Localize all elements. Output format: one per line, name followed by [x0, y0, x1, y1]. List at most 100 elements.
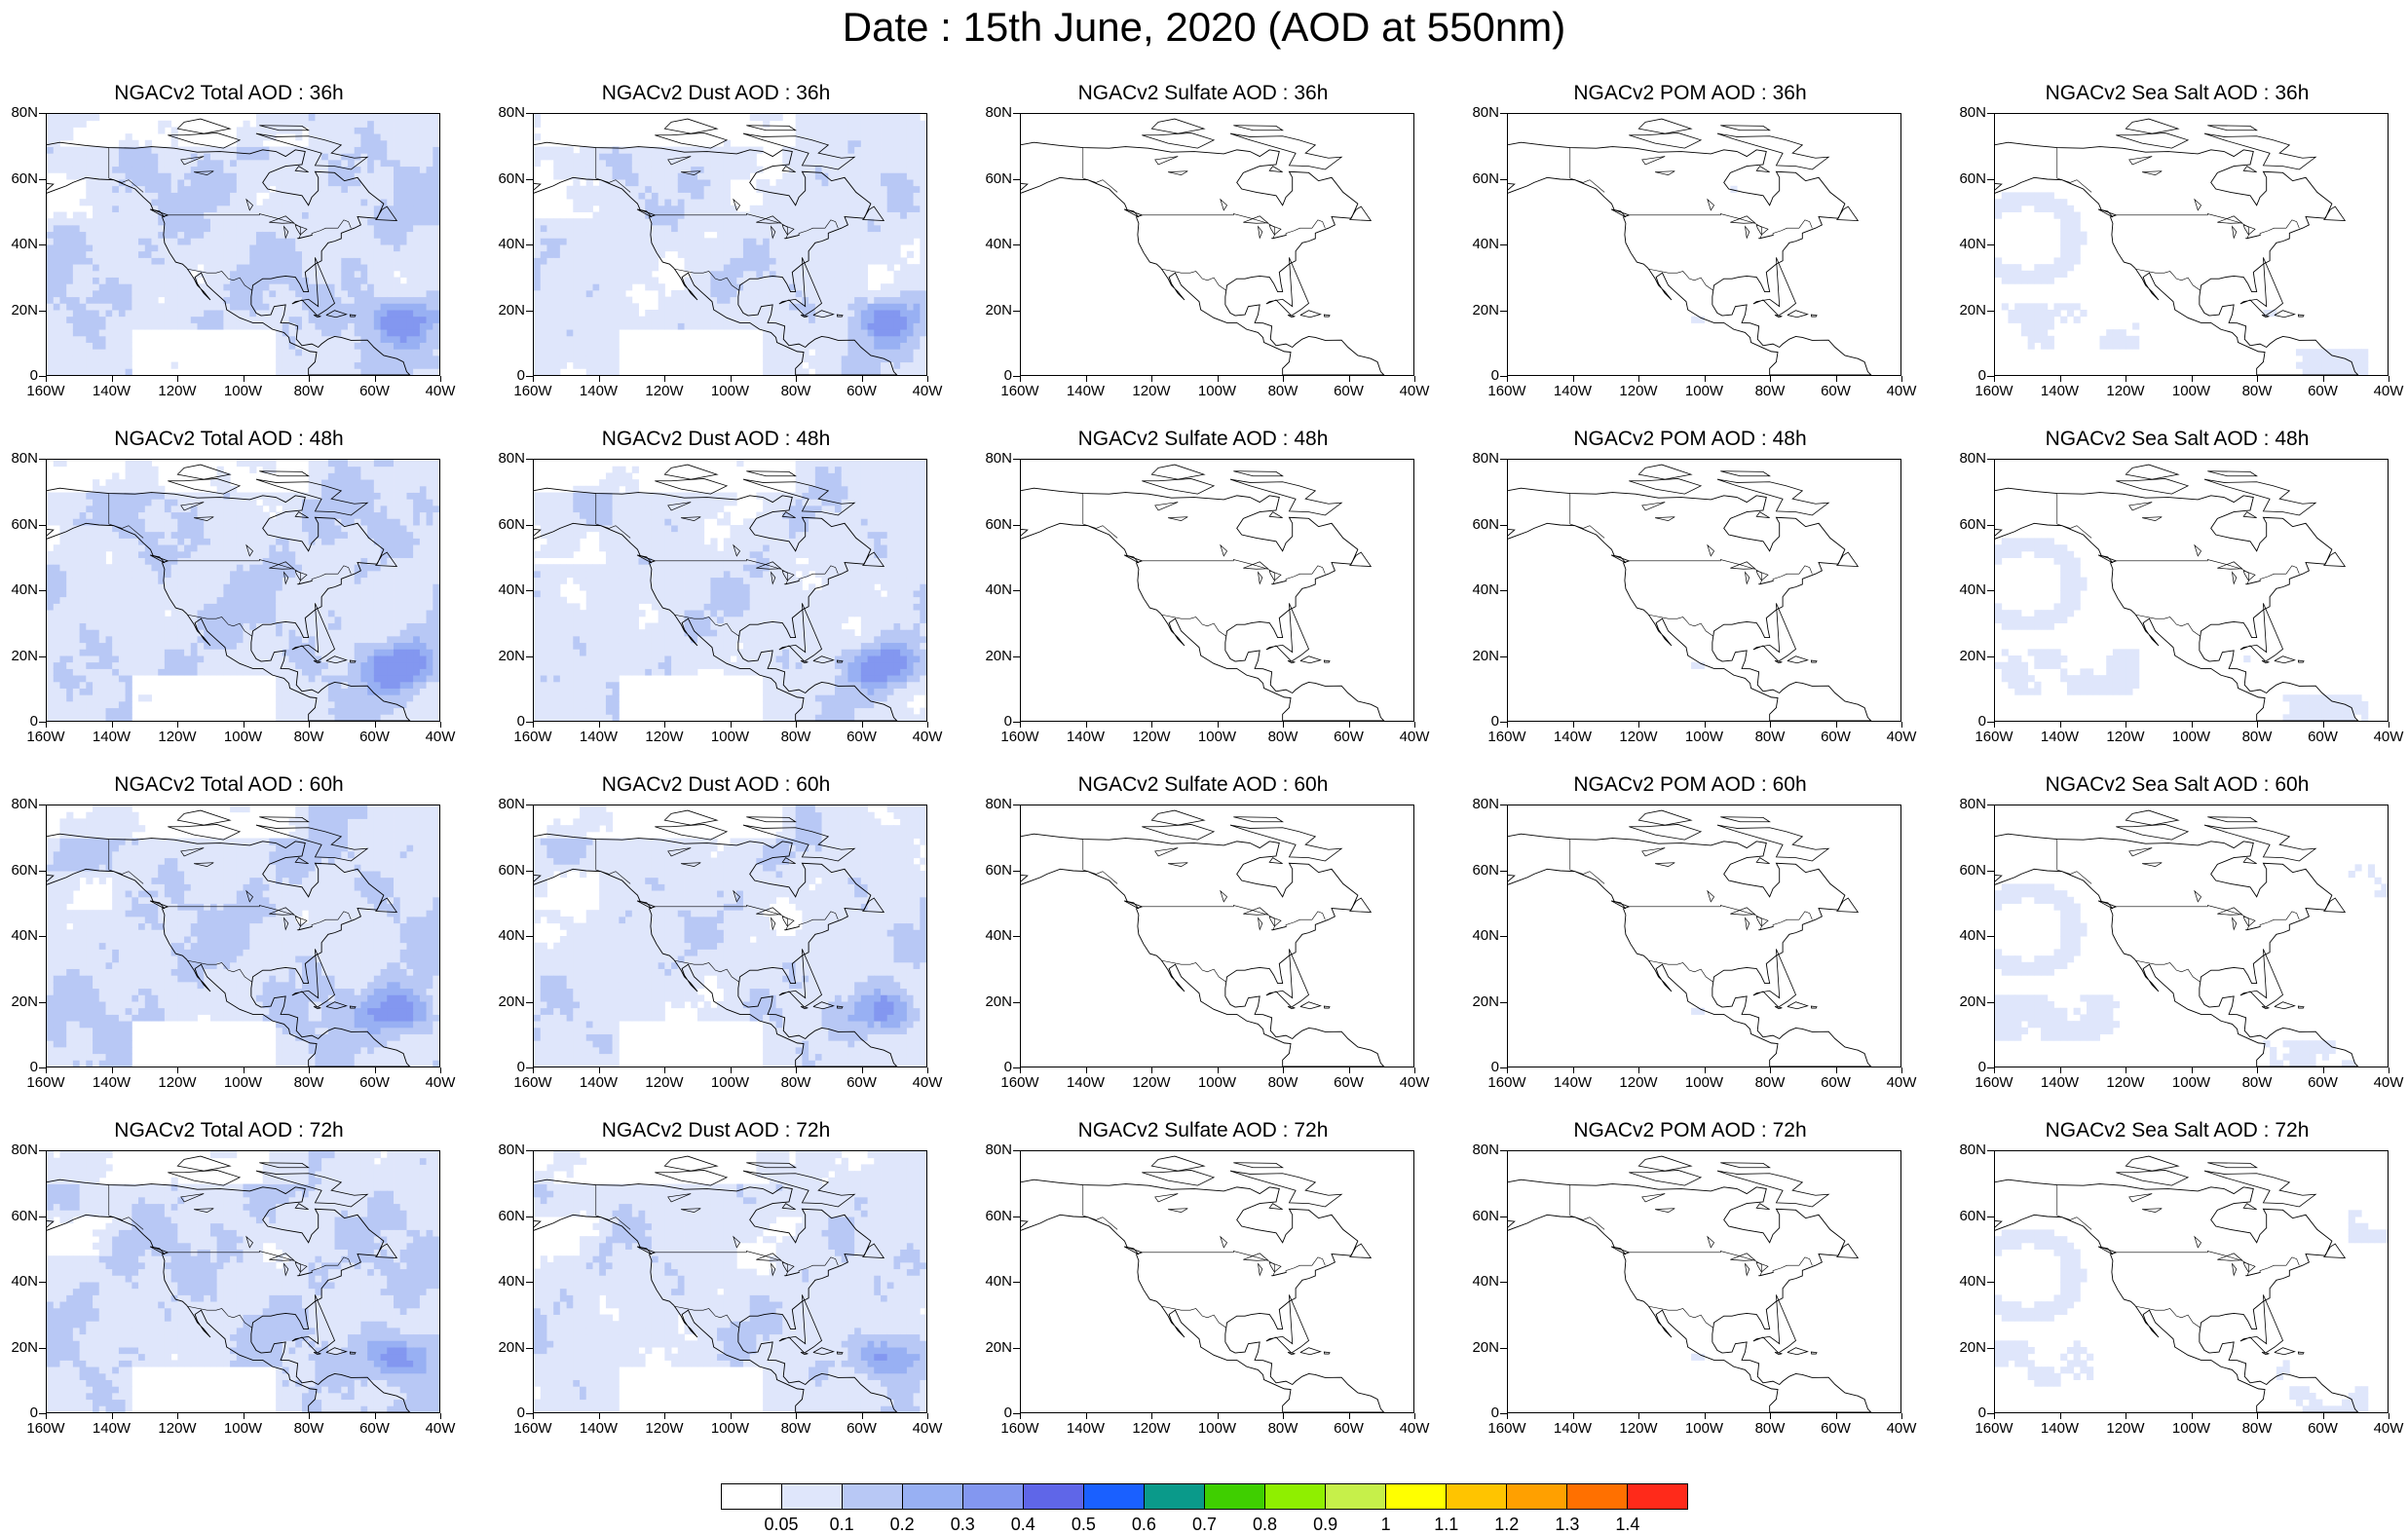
aod-cell	[770, 186, 776, 193]
lat-tick-label: 0	[969, 367, 1012, 384]
aod-cell	[900, 153, 907, 160]
aod-cell	[868, 362, 875, 369]
aod-cell	[309, 251, 316, 258]
aod-cell	[210, 317, 217, 323]
aod-cell	[249, 172, 256, 179]
aod-cell	[244, 257, 250, 264]
aod-cell	[842, 356, 848, 362]
panel-title: NGACv2 Sulfate AOD : 36h	[974, 82, 1432, 105]
aod-cell	[842, 336, 848, 343]
aod-cell	[560, 349, 567, 356]
aod-cell	[420, 244, 427, 251]
aod-cell	[105, 675, 112, 682]
aod-cell	[244, 186, 250, 193]
aod-cell	[73, 172, 80, 179]
aod-cell	[2034, 329, 2041, 336]
aod-cell	[289, 114, 296, 121]
aod-cell	[420, 303, 427, 310]
aod-cell	[138, 551, 145, 558]
aod-cell	[105, 636, 112, 643]
aod-cell	[2309, 368, 2315, 375]
aod-cell	[112, 251, 119, 258]
aod-cell	[73, 544, 80, 551]
aod-cell	[355, 244, 361, 251]
aod-cell	[400, 356, 407, 362]
aod-cell	[374, 167, 381, 173]
aod-cell	[145, 251, 152, 258]
aod-cell	[822, 179, 829, 186]
aod-cell	[776, 283, 783, 290]
aod-cell	[165, 290, 171, 297]
aod-cell	[776, 225, 783, 232]
aod-cell	[105, 479, 112, 486]
aod-cell	[560, 362, 567, 369]
aod-cell	[59, 322, 66, 329]
aod-cell	[822, 127, 829, 133]
aod-cell	[828, 317, 835, 323]
aod-cell	[204, 232, 210, 239]
aod-cell	[671, 310, 678, 317]
aod-cell	[907, 199, 914, 206]
aod-cell	[842, 186, 848, 193]
aod-cell	[105, 206, 112, 212]
aod-cell	[151, 238, 158, 244]
aod-cell	[80, 232, 87, 239]
aod-cell	[138, 467, 145, 473]
aod-cell	[387, 322, 394, 329]
aod-cell	[789, 192, 796, 199]
aod-cell	[387, 114, 394, 121]
aod-cell	[237, 244, 244, 251]
aod-cell	[2067, 303, 2074, 310]
aod-cell	[822, 322, 829, 329]
aod-cell	[914, 283, 921, 290]
aod-cell	[341, 167, 348, 173]
aod-cell	[815, 244, 822, 251]
aod-cell	[796, 225, 803, 232]
aod-cell	[374, 310, 381, 317]
aod-cell	[263, 244, 270, 251]
aod-cell	[321, 251, 328, 258]
aod-cell	[632, 310, 639, 317]
aod-cell	[230, 186, 237, 193]
aod-cell	[145, 649, 152, 655]
aod-cell	[374, 133, 381, 140]
aod-cell	[105, 362, 112, 369]
aod-cell	[907, 278, 914, 284]
aod-cell	[580, 290, 586, 297]
aod-cell	[553, 303, 560, 310]
aod-cell	[534, 303, 541, 310]
aod-cell	[652, 225, 658, 232]
aod-cell	[394, 368, 400, 375]
aod-cell	[671, 297, 678, 304]
aod-cell	[80, 349, 87, 356]
aod-cell	[93, 297, 99, 304]
aod-cell	[191, 322, 198, 329]
aod-cell	[652, 238, 658, 244]
aod-cell	[80, 655, 87, 662]
aod-cell	[822, 232, 829, 239]
aod-cell	[80, 603, 87, 610]
aod-cell	[822, 257, 829, 264]
aod-cell	[678, 186, 685, 193]
aod-cell	[613, 343, 620, 350]
aod-cell	[99, 532, 106, 539]
lat-tick-mark	[1013, 311, 1020, 312]
aod-cell	[599, 303, 606, 310]
aod-cell	[619, 271, 625, 278]
aod-cell	[151, 186, 158, 193]
aod-cell	[99, 218, 106, 225]
aod-cell	[321, 232, 328, 239]
aod-cell	[2048, 264, 2054, 271]
aod-cell	[119, 356, 126, 362]
aod-cell	[54, 551, 60, 558]
aod-cell	[406, 121, 413, 128]
aod-cell	[105, 212, 112, 219]
aod-cell	[406, 317, 413, 323]
aod-cell	[59, 701, 66, 708]
aod-cell	[126, 192, 132, 199]
aod-cell	[138, 283, 145, 290]
aod-cell	[815, 368, 822, 375]
aod-cell	[2048, 310, 2054, 317]
aod-cell	[427, 278, 433, 284]
lake-outline	[1155, 157, 1178, 165]
